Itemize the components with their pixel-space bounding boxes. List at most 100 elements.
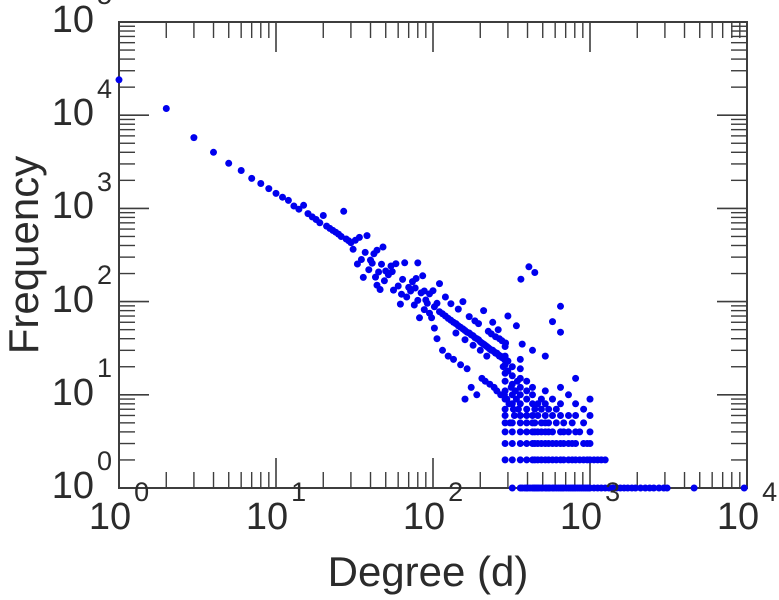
data-point — [586, 412, 594, 419]
data-point — [541, 412, 549, 419]
data-point — [429, 287, 437, 295]
x-tick-label: 101 — [245, 477, 307, 538]
data-point — [265, 185, 273, 193]
data-point — [433, 299, 441, 307]
data-point — [508, 400, 516, 408]
data-point — [115, 76, 123, 84]
data-point — [586, 440, 594, 447]
data-point — [441, 293, 449, 301]
data-point — [557, 412, 564, 419]
data-point — [572, 400, 580, 408]
data-point — [494, 326, 502, 334]
data-point — [516, 440, 524, 447]
data-point — [459, 298, 467, 306]
data-point — [508, 372, 516, 380]
data-point — [650, 484, 658, 492]
data-point — [469, 341, 477, 349]
data-point — [508, 363, 516, 371]
data-point — [510, 412, 518, 419]
data-point — [394, 282, 402, 290]
data-point — [565, 391, 572, 399]
data-point — [508, 419, 516, 427]
data-point — [501, 352, 509, 360]
data-point — [529, 400, 536, 408]
data-point — [523, 419, 531, 427]
data-point — [461, 395, 469, 403]
data-point — [586, 395, 594, 403]
data-point — [439, 346, 446, 354]
data-point — [450, 355, 457, 363]
data-points — [115, 76, 748, 492]
data-point — [508, 391, 516, 399]
data-point — [523, 440, 531, 447]
data-point — [476, 346, 484, 354]
data-point — [531, 269, 539, 276]
data-point — [655, 484, 663, 492]
data-point — [512, 322, 520, 330]
data-point — [501, 377, 509, 385]
data-point — [436, 280, 443, 288]
data-point — [290, 202, 298, 210]
data-point — [568, 419, 576, 427]
data-point — [452, 329, 460, 337]
data-point — [190, 134, 198, 142]
data-point — [465, 313, 473, 321]
data-point — [501, 428, 509, 436]
data-point — [586, 428, 594, 436]
data-point — [516, 456, 524, 464]
data-point — [516, 383, 524, 391]
data-point — [549, 318, 556, 326]
data-point — [373, 246, 381, 254]
data-point — [516, 428, 524, 436]
data-point — [444, 352, 452, 360]
data-point — [433, 335, 441, 343]
data-point — [565, 412, 572, 419]
data-point — [601, 456, 609, 464]
data-point — [632, 484, 639, 492]
data-point — [353, 260, 361, 268]
data-point — [523, 405, 531, 413]
data-point — [420, 306, 428, 314]
data-point — [549, 412, 556, 419]
data-point — [557, 302, 564, 310]
data-point — [523, 395, 531, 403]
data-point — [580, 405, 588, 413]
data-point — [411, 284, 419, 292]
data-point — [272, 189, 280, 197]
data-point — [454, 305, 462, 313]
data-point — [399, 275, 407, 283]
data-point — [663, 484, 671, 492]
data-point — [529, 391, 536, 399]
data-point — [257, 180, 265, 187]
data-point — [401, 259, 409, 267]
data-point — [501, 412, 509, 419]
data-point — [501, 395, 509, 403]
data-point — [349, 245, 357, 253]
data-point — [740, 484, 748, 492]
data-point — [501, 419, 509, 427]
x-axis-label: Degree (d) — [327, 548, 529, 595]
data-point — [516, 355, 524, 363]
data-point — [545, 419, 553, 427]
data-point — [537, 405, 545, 413]
data-point — [363, 232, 371, 240]
data-point — [501, 343, 509, 350]
data-point — [580, 419, 588, 427]
data-point — [549, 428, 556, 436]
data-point — [284, 196, 292, 204]
data-point — [483, 352, 491, 360]
data-point — [560, 428, 568, 436]
data-point — [467, 383, 475, 391]
data-point — [355, 233, 363, 241]
data-point — [279, 193, 286, 201]
data-point — [225, 159, 233, 167]
data-point — [523, 377, 531, 385]
data-point — [690, 484, 698, 492]
data-point — [392, 260, 400, 268]
data-point — [560, 456, 568, 464]
data-point — [237, 167, 245, 174]
data-point — [378, 260, 385, 268]
data-point — [423, 299, 431, 307]
data-point — [388, 268, 396, 276]
